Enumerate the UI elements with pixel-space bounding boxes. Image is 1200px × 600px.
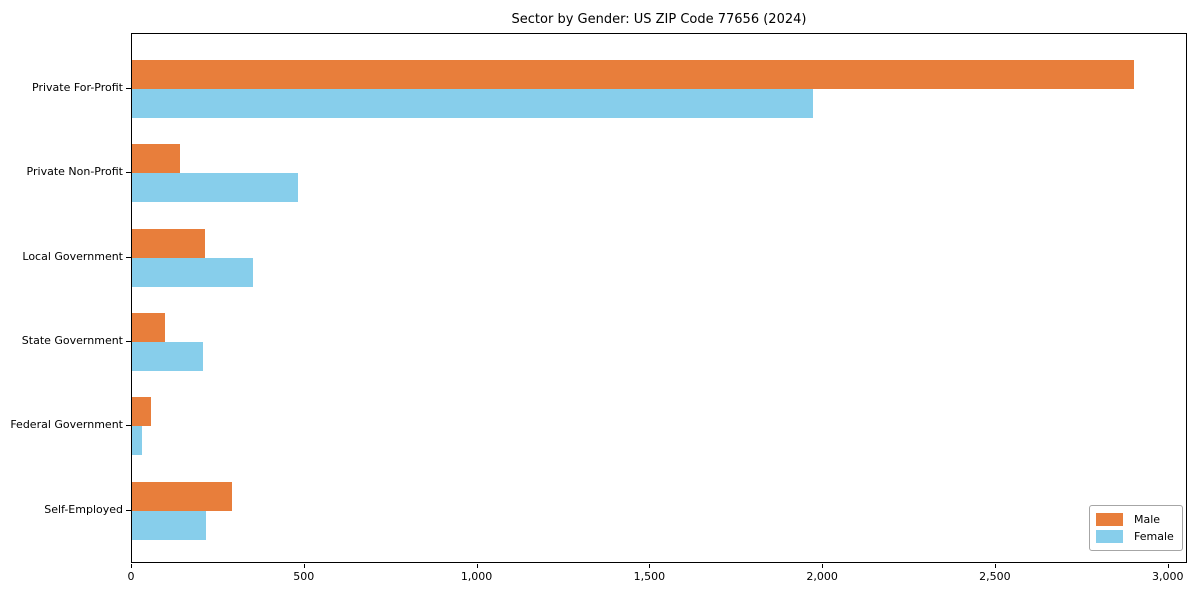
xtick-label: 500 [293, 570, 315, 583]
ytick-mark [126, 88, 131, 89]
legend-label-female: Female [1134, 530, 1174, 544]
ytick-mark [126, 509, 131, 511]
male-swatch [1096, 512, 1123, 526]
xtick-mark [994, 564, 996, 568]
xtick-label: 1,000 [460, 570, 493, 583]
bar-male-1 [132, 60, 1135, 89]
female-swatch [1096, 530, 1123, 544]
bar-female-3 [132, 257, 253, 287]
ytick-label: Self-Employed [44, 502, 123, 516]
bar-male-6 [132, 481, 233, 511]
plot-area [131, 33, 1187, 563]
xtick-label: 3,000 [1151, 570, 1184, 583]
bar-female-4 [132, 341, 203, 371]
legend-item-female: Female [1096, 530, 1176, 544]
bar-female-5 [132, 426, 143, 456]
bar-male-3 [132, 228, 205, 258]
legend-label-male: Male [1134, 512, 1161, 526]
bar-female-6 [132, 510, 207, 540]
ytick-mark [126, 340, 131, 342]
xtick-mark [822, 564, 824, 568]
xtick-mark [1167, 564, 1169, 568]
xtick-label: 0 [127, 570, 135, 583]
xtick-mark [476, 564, 478, 568]
xtick-mark [303, 564, 305, 568]
chart-title: Sector by Gender: US ZIP Code 77656 (202… [511, 12, 807, 27]
ytick-mark [126, 256, 131, 258]
xtick-mark [649, 564, 651, 568]
ytick-mark [126, 172, 131, 174]
xtick-mark [131, 564, 132, 568]
xtick-label: 2,500 [979, 570, 1011, 583]
ytick-label: Local Government [22, 249, 123, 263]
ytick-mark [126, 425, 131, 427]
bar-male-2 [132, 144, 181, 174]
bar-female-1 [132, 89, 813, 118]
bar-male-5 [132, 397, 151, 427]
bar-female-2 [132, 173, 298, 203]
legend: Male Female [1089, 505, 1183, 551]
bar-male-4 [132, 312, 165, 342]
legend-item-male: Male [1096, 512, 1176, 526]
ytick-label: State Government [21, 333, 123, 347]
ytick-label: Private Non-Profit [26, 165, 123, 179]
ytick-label: Private For-Profit [32, 81, 123, 94]
xtick-label: 1,500 [633, 570, 666, 583]
xtick-label: 2,000 [806, 570, 838, 583]
ytick-label: Federal Government [10, 418, 123, 432]
